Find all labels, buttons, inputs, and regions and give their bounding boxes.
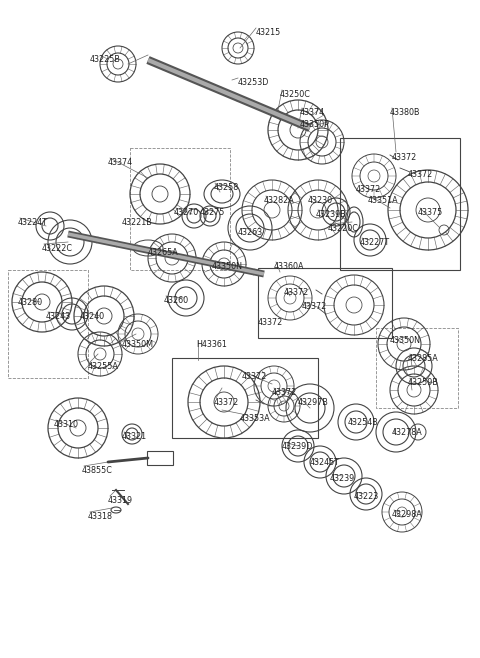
Text: 43221B: 43221B <box>122 218 153 227</box>
Text: 43245T: 43245T <box>310 458 340 467</box>
Text: 43282A: 43282A <box>264 196 295 205</box>
Text: 43243: 43243 <box>46 312 71 321</box>
Text: 43253D: 43253D <box>238 78 269 87</box>
Text: 43374: 43374 <box>108 158 133 167</box>
Text: 43260: 43260 <box>164 296 189 305</box>
Bar <box>340 138 460 270</box>
Text: 43278A: 43278A <box>392 428 423 437</box>
Text: 43297B: 43297B <box>298 398 329 407</box>
Text: 43259B: 43259B <box>408 378 439 387</box>
Text: 43360A: 43360A <box>274 262 304 271</box>
Bar <box>8 270 88 378</box>
Text: 43224T: 43224T <box>18 218 48 227</box>
Text: 43380B: 43380B <box>390 108 420 117</box>
Text: 43372: 43372 <box>302 302 327 311</box>
Text: 43321: 43321 <box>122 432 147 441</box>
Text: 43351A: 43351A <box>368 196 398 205</box>
Text: 43374: 43374 <box>300 108 325 117</box>
Text: 43215: 43215 <box>256 28 281 37</box>
Text: 43372: 43372 <box>242 372 267 381</box>
Text: 43372: 43372 <box>408 170 433 179</box>
Text: H43361: H43361 <box>196 340 227 349</box>
Text: 43280: 43280 <box>18 298 43 307</box>
Text: 43350P: 43350P <box>300 120 330 129</box>
Text: 43298A: 43298A <box>392 510 423 519</box>
Text: 43372: 43372 <box>392 153 417 162</box>
Text: 43258: 43258 <box>214 183 239 192</box>
Text: 43239D: 43239D <box>282 442 313 451</box>
Bar <box>376 328 458 408</box>
Text: 43372: 43372 <box>272 388 297 397</box>
Text: 43223: 43223 <box>354 492 379 501</box>
Text: 43240: 43240 <box>80 312 105 321</box>
Text: 43275: 43275 <box>200 208 226 217</box>
Text: 43239: 43239 <box>330 474 355 483</box>
Text: 43222C: 43222C <box>42 244 73 253</box>
Bar <box>258 268 392 338</box>
Text: 43375: 43375 <box>418 208 443 217</box>
Text: 43263: 43263 <box>238 228 263 237</box>
Bar <box>172 358 318 438</box>
Text: 43372: 43372 <box>214 398 239 407</box>
Text: 43350N: 43350N <box>212 262 243 271</box>
Text: 43230: 43230 <box>308 196 333 205</box>
Text: 43350M: 43350M <box>122 340 154 349</box>
Text: 43285A: 43285A <box>408 354 439 363</box>
Text: 43350N: 43350N <box>390 336 421 345</box>
Text: 43353A: 43353A <box>240 414 271 423</box>
Text: 43250C: 43250C <box>280 90 311 99</box>
Text: 43254B: 43254B <box>348 418 379 427</box>
Text: 43319: 43319 <box>108 496 133 505</box>
Text: 43855C: 43855C <box>82 466 113 475</box>
Text: 43265A: 43265A <box>148 248 179 257</box>
Text: 43270: 43270 <box>174 208 199 217</box>
Bar <box>130 148 230 270</box>
Text: 43220C: 43220C <box>328 224 359 233</box>
Text: 43372: 43372 <box>284 288 309 297</box>
Text: 43310: 43310 <box>54 420 79 429</box>
Text: 43372: 43372 <box>356 185 381 194</box>
Text: 43239B: 43239B <box>316 210 347 219</box>
Text: 43255A: 43255A <box>88 362 119 371</box>
Text: 43318: 43318 <box>88 512 113 521</box>
Text: 43227T: 43227T <box>360 238 390 247</box>
Text: 43225B: 43225B <box>90 55 121 64</box>
Text: 43372: 43372 <box>258 318 283 327</box>
